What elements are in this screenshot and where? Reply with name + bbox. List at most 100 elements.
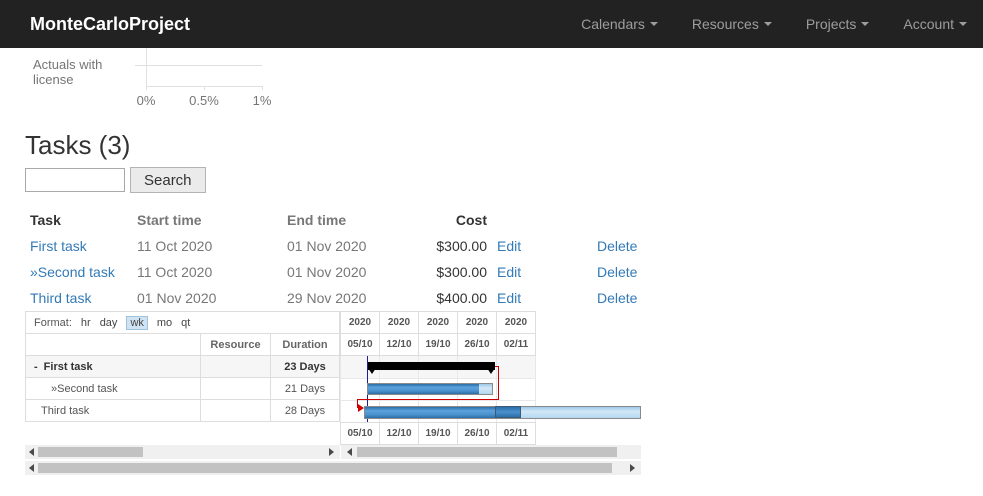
resource-column-header: Resource bbox=[201, 334, 271, 355]
dependency-arrow-icon bbox=[358, 404, 364, 412]
timeline-week-cell-bottom: 26/10 bbox=[457, 422, 497, 445]
bottom-scrollbar[interactable] bbox=[25, 461, 641, 475]
group-taskbar-first-task[interactable] bbox=[368, 362, 495, 370]
nav-item-projects[interactable]: Projects bbox=[806, 16, 870, 32]
col-header-start: Start time bbox=[137, 212, 202, 228]
chevron-down-icon bbox=[959, 22, 967, 26]
timeline-week-cell-bottom: 19/10 bbox=[418, 422, 458, 445]
nav-item-label: Calendars bbox=[581, 16, 645, 32]
chart-tick bbox=[262, 86, 263, 90]
timeline-year-cell: 2020 bbox=[340, 311, 380, 334]
start-time-cell: 01 Nov 2020 bbox=[137, 290, 217, 306]
taskbar-second-task[interactable] bbox=[367, 383, 493, 395]
gridline bbox=[535, 356, 536, 422]
format-label: Format: bbox=[34, 316, 72, 329]
edit-link[interactable]: Edit bbox=[497, 264, 522, 280]
nav-item-account[interactable]: Account bbox=[903, 16, 967, 32]
cost-cell: $300.00 bbox=[436, 238, 487, 254]
dependency-line bbox=[357, 399, 358, 408]
end-time-cell: 29 Nov 2020 bbox=[287, 290, 367, 306]
gantt-column-headers: Resource Duration bbox=[25, 333, 340, 356]
edit-link[interactable]: Edit bbox=[497, 290, 522, 306]
nav-item-label: Projects bbox=[805, 16, 857, 32]
nav-item-label: Resources bbox=[691, 16, 759, 32]
collapse-toggle-icon[interactable]: - bbox=[34, 360, 38, 373]
gridline bbox=[496, 356, 497, 422]
duration-cell: 28 Days bbox=[284, 404, 326, 417]
task-link[interactable]: »Second task bbox=[30, 264, 115, 280]
task-link[interactable]: Third task bbox=[30, 290, 92, 306]
scrollbar-thumb[interactable] bbox=[357, 447, 617, 457]
chevron-down-icon bbox=[861, 22, 870, 26]
name-column-header bbox=[26, 334, 201, 355]
dependency-line bbox=[498, 366, 499, 400]
format-option-mo[interactable]: mo bbox=[156, 316, 173, 329]
duration-cell: 23 Days bbox=[271, 356, 339, 377]
delete-link[interactable]: Delete bbox=[597, 264, 638, 280]
nav-item-calendars[interactable]: Calendars bbox=[581, 16, 658, 32]
gantt-task-name: Third task bbox=[41, 404, 90, 417]
table-row-cell: Edit bbox=[487, 233, 597, 259]
delete-link[interactable]: Delete bbox=[597, 290, 638, 306]
dependency-line bbox=[357, 399, 499, 400]
taskbar-third-task[interactable] bbox=[364, 406, 641, 419]
brand-link[interactable]: MonteCarloProject bbox=[30, 13, 191, 34]
resource-cell bbox=[201, 400, 271, 421]
end-time-cell: 01 Nov 2020 bbox=[287, 238, 367, 254]
gantt-task-name: »Second task bbox=[51, 382, 118, 395]
gantt-row-second-task[interactable]: »Second task 21 Days bbox=[25, 377, 340, 400]
gantt-row-first-task[interactable]: - First task 23 Days bbox=[25, 355, 340, 378]
timeline-week-cell: 26/10 bbox=[457, 333, 497, 356]
left-pane-scrollbar[interactable] bbox=[25, 445, 340, 459]
timeline-week-cell: 02/11 bbox=[496, 333, 536, 356]
resource-cell bbox=[201, 378, 271, 399]
scroll-left-icon[interactable] bbox=[29, 448, 34, 456]
timeline-week-cell: 12/10 bbox=[379, 333, 419, 356]
navbar: MonteCarloProject Calendars Resources Pr… bbox=[0, 0, 983, 48]
page-title: Tasks (3) bbox=[25, 130, 131, 160]
start-time-cell: 11 Oct 2020 bbox=[137, 264, 213, 280]
scroll-right-icon[interactable] bbox=[329, 448, 334, 456]
delete-link[interactable]: Delete bbox=[597, 238, 638, 254]
end-time-cell: 01 Nov 2020 bbox=[287, 264, 367, 280]
col-header-task: Task bbox=[30, 212, 61, 228]
dependency-line bbox=[495, 366, 499, 367]
gantt-row-third-task[interactable]: Third task 28 Days bbox=[25, 399, 340, 422]
gantt-chart: Format: hr day wk mo qt Resource Duratio… bbox=[25, 311, 641, 475]
start-time-cell: 11 Oct 2020 bbox=[137, 238, 213, 254]
tasks-table: Task Start time End time Cost First task… bbox=[30, 207, 657, 311]
format-option-wk[interactable]: wk bbox=[126, 315, 148, 330]
chart-tick-label: 0% bbox=[136, 93, 156, 108]
scrollbar-thumb[interactable] bbox=[38, 447, 143, 457]
gantt-format-bar: Format: hr day wk mo qt bbox=[25, 311, 340, 334]
table-row-cell: Delete bbox=[597, 259, 657, 285]
chevron-down-icon bbox=[649, 22, 658, 26]
format-option-qt[interactable]: qt bbox=[181, 316, 191, 329]
gantt-task-name: First task bbox=[43, 360, 93, 373]
scrollbar-thumb[interactable] bbox=[38, 463, 612, 473]
group-bar-endcap-icon bbox=[368, 368, 376, 374]
format-option-hr[interactable]: hr bbox=[80, 316, 91, 329]
task-link[interactable]: First task bbox=[30, 238, 87, 254]
timeline-year-cell: 2020 bbox=[379, 311, 419, 334]
resource-cell bbox=[201, 356, 271, 377]
chart-pane-scrollbar[interactable] bbox=[341, 445, 641, 459]
table-row-cell: »Second task bbox=[30, 259, 137, 285]
scroll-right-icon[interactable] bbox=[630, 464, 635, 472]
col-header-cost: Cost bbox=[455, 212, 487, 228]
timeline-week-cell: 19/10 bbox=[418, 333, 458, 356]
chart-category-label: Actuals with license bbox=[33, 57, 103, 87]
search-input[interactable] bbox=[25, 168, 125, 192]
chart-tick-label: 0.5% bbox=[189, 93, 219, 108]
scroll-left-icon[interactable] bbox=[347, 448, 352, 456]
nav-item-resources[interactable]: Resources bbox=[692, 16, 772, 32]
format-option-day[interactable]: day bbox=[99, 316, 118, 329]
table-row-cell: Edit bbox=[487, 285, 597, 311]
scroll-left-icon[interactable] bbox=[29, 464, 34, 472]
col-header-end: End time bbox=[287, 212, 347, 228]
timeline-year-cell: 2020 bbox=[457, 311, 497, 334]
chart-tick bbox=[204, 86, 205, 90]
nav-menu: Calendars Resources Projects Account bbox=[581, 0, 967, 48]
search-button[interactable]: Search bbox=[130, 167, 206, 193]
edit-link[interactable]: Edit bbox=[497, 238, 522, 254]
